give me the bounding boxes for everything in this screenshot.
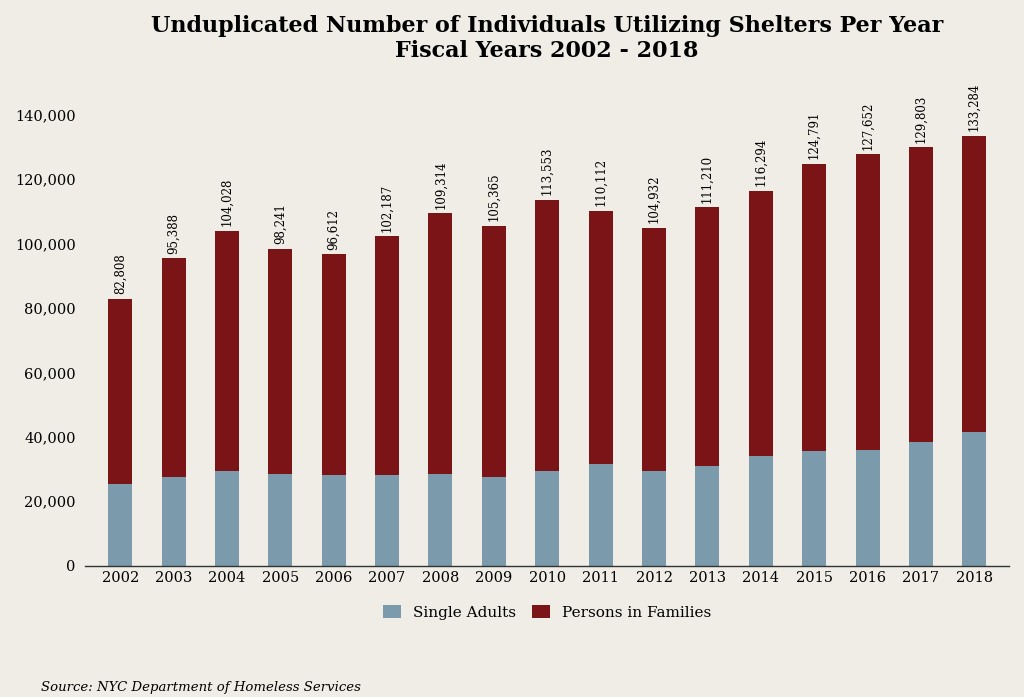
Bar [268, 474, 292, 566]
Bar [802, 164, 826, 452]
Bar [695, 466, 720, 566]
Text: 133,284: 133,284 [968, 83, 981, 132]
Text: 96,612: 96,612 [328, 208, 340, 250]
Bar [162, 477, 185, 566]
Bar [749, 456, 773, 566]
Bar [215, 470, 239, 566]
Bar [642, 228, 666, 470]
Bar [215, 231, 239, 470]
Text: 113,553: 113,553 [541, 146, 554, 195]
Bar [855, 155, 880, 450]
Bar [749, 191, 773, 456]
Bar [428, 213, 453, 474]
Bar [695, 208, 720, 466]
Legend: Single Adults, Persons in Families: Single Adults, Persons in Families [377, 599, 718, 626]
Text: 127,652: 127,652 [861, 101, 874, 150]
Title: Unduplicated Number of Individuals Utilizing Shelters Per Year
Fiscal Years 2002: Unduplicated Number of Individuals Utili… [152, 15, 943, 63]
Text: 95,388: 95,388 [167, 213, 180, 254]
Bar [909, 442, 933, 566]
Bar [109, 484, 132, 566]
Bar [375, 475, 399, 566]
Bar [589, 464, 612, 566]
Bar [855, 450, 880, 566]
Bar [322, 254, 346, 475]
Bar [536, 200, 559, 470]
Bar [375, 236, 399, 475]
Bar [162, 259, 185, 477]
Text: 98,241: 98,241 [273, 204, 287, 245]
Text: 82,808: 82,808 [114, 253, 127, 294]
Text: 105,365: 105,365 [487, 173, 501, 222]
Text: 104,932: 104,932 [647, 174, 660, 223]
Bar [589, 211, 612, 464]
Text: 109,314: 109,314 [434, 160, 446, 208]
Bar [536, 470, 559, 566]
Text: 116,294: 116,294 [755, 138, 767, 186]
Bar [482, 477, 506, 566]
Bar [963, 432, 986, 566]
Text: 104,028: 104,028 [220, 177, 233, 226]
Text: 129,803: 129,803 [914, 94, 928, 143]
Bar [642, 470, 666, 566]
Bar [482, 227, 506, 477]
Bar [109, 299, 132, 484]
Bar [963, 136, 986, 432]
Bar [322, 475, 346, 566]
Text: 102,187: 102,187 [381, 183, 393, 231]
Text: Source: NYC Department of Homeless Services: Source: NYC Department of Homeless Servi… [41, 680, 360, 694]
Text: 110,112: 110,112 [594, 158, 607, 206]
Bar [909, 148, 933, 442]
Text: 124,791: 124,791 [808, 110, 820, 159]
Bar [428, 474, 453, 566]
Bar [268, 249, 292, 474]
Bar [802, 452, 826, 566]
Text: 111,210: 111,210 [700, 155, 714, 203]
